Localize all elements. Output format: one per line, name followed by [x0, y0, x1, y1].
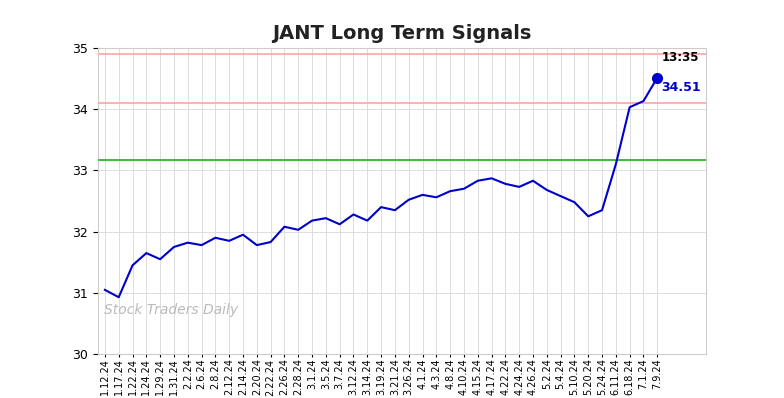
Text: 34.51: 34.51 — [662, 80, 701, 94]
Text: 13:35: 13:35 — [662, 51, 699, 64]
Text: Stock Traders Daily: Stock Traders Daily — [104, 303, 238, 318]
Title: JANT Long Term Signals: JANT Long Term Signals — [272, 24, 532, 43]
